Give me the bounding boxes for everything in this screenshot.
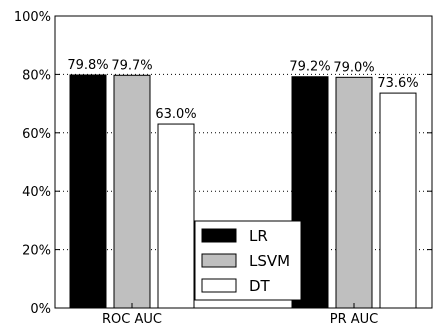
data-label-dt-pr-auc: 73.6% — [377, 76, 418, 91]
legend-swatch-lr — [202, 229, 236, 242]
data-label-lr-pr-auc: 79.2% — [289, 60, 330, 75]
legend-label-lr: LR — [249, 227, 268, 245]
data-label-dt-roc-auc: 63.0% — [155, 107, 196, 122]
legend-label-lsvm: LSVM — [249, 252, 290, 270]
y-tick-label-40pct: 40% — [22, 185, 51, 200]
y-tick-label-60pct: 60% — [22, 127, 51, 142]
data-label-lsvm-roc-auc: 79.7% — [111, 58, 152, 73]
legend-label-dt: DT — [249, 277, 271, 295]
bar-lsvm-pr-auc — [336, 77, 372, 308]
y-tick-label-100pct: 100% — [14, 10, 51, 25]
data-label-lr-roc-auc: 79.8% — [67, 58, 108, 73]
bar-dt-pr-auc — [380, 93, 416, 308]
y-tick-label-80pct: 80% — [22, 68, 51, 83]
bar-dt-roc-auc — [158, 124, 194, 308]
legend-swatch-dt — [202, 279, 236, 292]
data-label-lsvm-pr-auc: 79.0% — [333, 60, 374, 75]
bar-lsvm-roc-auc — [114, 75, 150, 308]
bar-lr-roc-auc — [70, 75, 106, 308]
legend-swatch-lsvm — [202, 254, 236, 267]
y-tick-label-20pct: 20% — [22, 244, 51, 259]
category-label-pr-auc: PR AUC — [330, 312, 379, 325]
y-tick-label-0pct: 0% — [30, 302, 51, 317]
category-label-roc-auc: ROC AUC — [102, 312, 162, 325]
